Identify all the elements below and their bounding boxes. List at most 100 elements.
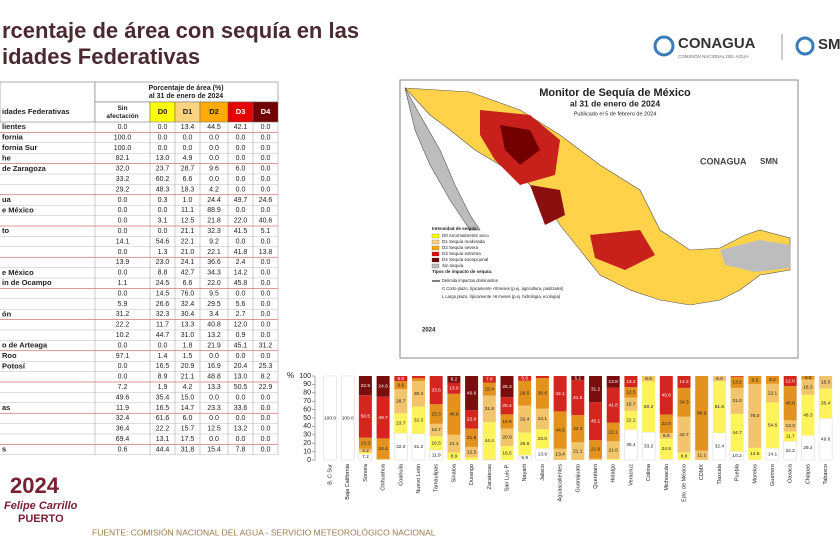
y-tick-label: 90 <box>303 381 311 388</box>
value-label: 48.8 <box>449 412 459 418</box>
bar-segment <box>677 387 691 417</box>
value-label: 31.2 <box>414 444 424 450</box>
value-label: 16.5 <box>432 440 442 446</box>
table-cell: 11.7 <box>156 322 169 329</box>
bar-segment <box>766 383 779 403</box>
row-name: e México <box>2 268 34 277</box>
value-label: 28.7 <box>396 398 406 404</box>
table-cell: 0.0 <box>261 134 271 141</box>
x-tick-label: Hidalgo <box>611 464 617 483</box>
x-tick-label: Chihuahua <box>381 463 387 491</box>
table-cell: 1.5 <box>183 353 193 360</box>
value-label: 36.4 <box>626 442 636 448</box>
bar-segment <box>518 376 532 381</box>
bar-segment <box>642 376 656 382</box>
bar-segment <box>358 448 372 453</box>
map-region <box>720 240 790 272</box>
x-tick-label: Zacatecas <box>487 464 493 490</box>
legend-label: D3 Sequía extrema <box>442 251 481 256</box>
x-tick-label: Tamaulipas <box>434 464 440 492</box>
bar-segment <box>447 376 461 383</box>
map-subtitle: al 31 de enero de 2024 <box>570 98 661 108</box>
x-tick-label: Tabasco <box>823 464 829 485</box>
table-cell: 20.9 <box>181 363 195 370</box>
value-label: 61.6 <box>715 404 725 410</box>
y-tick-label: 100 <box>299 373 311 380</box>
table-cell: 11.9 <box>116 405 129 412</box>
bar-segment <box>783 376 797 387</box>
value-label: 5.9 <box>521 455 528 461</box>
table-cell: 32.0 <box>116 166 130 173</box>
value-label: 22.1 <box>609 429 619 435</box>
bar-segment <box>500 414 514 429</box>
bar-segment <box>358 395 372 438</box>
value-label: 23.7 <box>396 420 406 426</box>
x-tick-label: Colima <box>646 463 652 481</box>
value-label: 5.1 <box>574 375 581 381</box>
column-header: D0 <box>158 107 168 116</box>
table-cell: 25.3 <box>259 363 273 370</box>
value-label: 7.8 <box>486 377 493 383</box>
table-cell: 13.0 <box>156 155 170 162</box>
value-label: 60.2 <box>644 404 654 410</box>
bar-segment <box>589 376 602 403</box>
table-cell: 0.0 <box>158 134 168 141</box>
row-name: s <box>2 445 6 454</box>
bar-segment <box>323 375 337 461</box>
table-cell: 32.4 <box>116 415 130 422</box>
table-cell: 31.2 <box>116 311 130 318</box>
table-cell: 16.5 <box>156 405 170 412</box>
table-cell: 5.9 <box>118 301 128 308</box>
bar-segment <box>429 423 443 437</box>
value-label: 24.6 <box>378 384 388 390</box>
table-cell: 0.0 <box>209 155 219 162</box>
value-label: 21.0 <box>609 447 619 453</box>
bar-segment <box>535 376 549 379</box>
table-cell: 100.0 <box>114 145 132 152</box>
table-cell: 13.2 <box>207 332 221 339</box>
table-cell: 20.4 <box>234 363 248 370</box>
bar-segment <box>482 422 496 460</box>
table-cell: 0.0 <box>261 394 271 401</box>
bar-segment <box>659 376 673 415</box>
table-cell: 22.2 <box>156 426 170 433</box>
table-cell: 0.0 <box>236 436 246 443</box>
value-label: 13.2 <box>626 379 636 385</box>
value-label: 14.5 <box>750 451 760 457</box>
value-label: 8.9 <box>451 454 458 460</box>
value-label: 40.8 <box>786 400 796 406</box>
table-cell: 44.4 <box>156 446 170 453</box>
value-label: 14.2 <box>679 379 689 385</box>
table-cell: 35.4 <box>156 394 170 401</box>
legend-swatch <box>431 233 440 239</box>
legend-label: D4 Sequía excepcional <box>442 257 488 262</box>
legend-label: Sin sequía <box>442 263 464 268</box>
bar-segment <box>412 381 425 407</box>
table-cell: 82.1 <box>116 155 130 162</box>
table-cell: 0.0 <box>261 124 271 131</box>
table-cell: 0.0 <box>236 176 246 183</box>
table-cell: 6.6 <box>183 280 193 287</box>
table-cell: 0.9 <box>236 332 246 339</box>
value-label: 14.7 <box>432 427 442 433</box>
value-label: 14.1 <box>768 451 778 457</box>
table-cell: 21.8 <box>207 218 221 225</box>
bar-segment <box>482 459 496 461</box>
bar-segment <box>624 397 638 411</box>
table-cell: 0.0 <box>158 124 168 131</box>
column-header: D2 <box>209 107 219 116</box>
value-label: 20.9 <box>502 435 512 441</box>
value-label: 23.0 <box>538 436 548 442</box>
value-label: 31.2 <box>591 386 601 392</box>
table-cell: 14.7 <box>181 405 195 412</box>
value-label: 22.2 <box>786 448 796 454</box>
legend-title: Intensidad de sequía: <box>432 226 479 231</box>
value-label: 13.0 <box>449 386 459 392</box>
map-logo: CONAGUA <box>700 156 747 166</box>
bar-segment <box>571 376 585 381</box>
table-cell: 12.0 <box>234 322 248 329</box>
slide-title: idades Federativas <box>2 44 200 69</box>
bar-segment <box>447 452 461 460</box>
table-cell: 0.0 <box>183 145 193 152</box>
table-cell: 1.0 <box>183 197 193 204</box>
